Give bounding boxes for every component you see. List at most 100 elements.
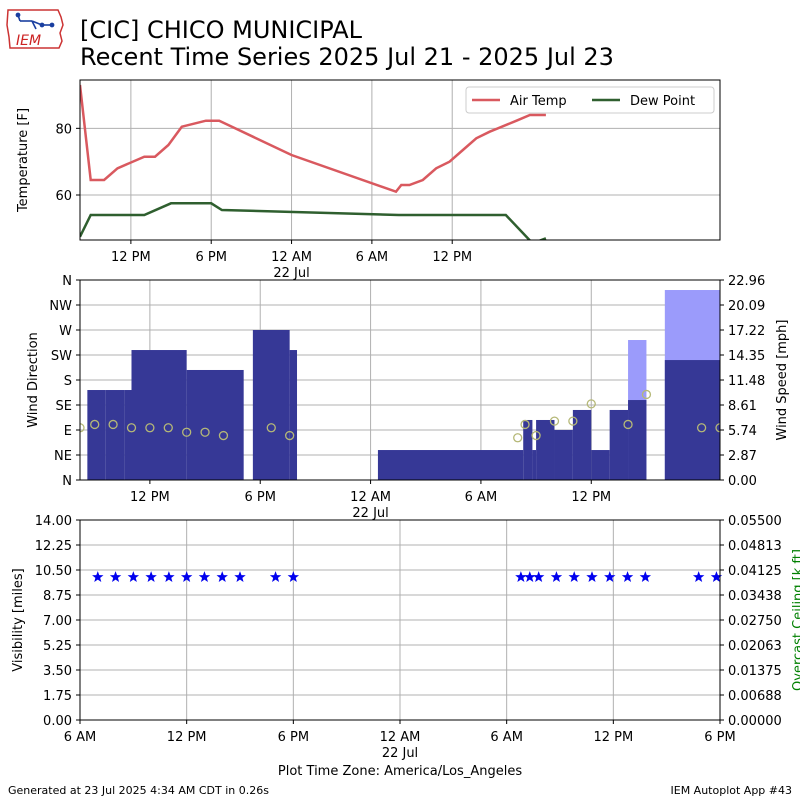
wind-direction-point xyxy=(586,399,596,409)
wind-speed-bar xyxy=(252,330,290,480)
visibility-point xyxy=(216,571,228,582)
wind-speed-bar xyxy=(289,350,298,480)
wind-direction-point xyxy=(163,423,173,433)
ceiling-tick-label: 0.00688 xyxy=(728,689,782,704)
dew-point-line xyxy=(80,202,547,240)
visibility-point xyxy=(524,571,536,582)
speed-tick-label: 14.35 xyxy=(728,349,765,364)
visibility-point xyxy=(515,571,527,582)
x-tick-label: 6 AM xyxy=(356,250,389,265)
iowa-state-outline-icon xyxy=(6,9,64,49)
x-tick-label: 6 PM xyxy=(704,730,735,745)
date-label: 22 Jul xyxy=(273,266,309,281)
speed-tick-label: 22.96 xyxy=(728,274,765,289)
chart-title: [CIC] CHICO MUNICIPAL xyxy=(80,16,362,44)
wind-speed-bar xyxy=(124,390,132,480)
wind-direction-point xyxy=(623,419,633,430)
visibility-point xyxy=(550,571,563,582)
wind-direction-point xyxy=(126,423,137,433)
temp-ylabel: Temperature [F] xyxy=(16,108,31,213)
direction-tick-label: NE xyxy=(54,449,72,464)
visibility-tick-label: 3.50 xyxy=(43,664,72,679)
visibility-point xyxy=(532,571,545,582)
wind-speed-ylabel: Wind Speed [mph] xyxy=(775,320,790,441)
wind-speed-bar xyxy=(377,450,524,480)
wind-direction-point xyxy=(285,430,295,441)
y-tick-label: 60 xyxy=(55,189,72,204)
wind-speed-bar xyxy=(536,419,555,480)
x-tick-label: 6 AM xyxy=(465,490,498,505)
wind-speed-bar xyxy=(572,409,592,480)
ceiling-tick-label: 0.02750 xyxy=(728,614,782,629)
visibility-tick-label: 10.50 xyxy=(35,564,72,579)
ceiling-tick-label: 0.01375 xyxy=(728,664,782,679)
date-label: 22 Jul xyxy=(382,746,418,761)
wind-direction-point xyxy=(531,430,541,441)
wind-direction-point xyxy=(513,433,523,443)
wind-direction-point xyxy=(200,427,210,437)
wind-direction-point xyxy=(549,416,560,426)
direction-tick-label: N xyxy=(62,474,72,489)
x-tick-label: 6 PM xyxy=(278,730,309,745)
ceiling-tick-label: 0.04125 xyxy=(728,564,782,579)
ceiling-ylabel: Overcast Ceiling [k ft] xyxy=(791,549,800,691)
temp-axes-frame xyxy=(79,79,721,241)
wind-speed-bar xyxy=(131,350,187,480)
visibility-point xyxy=(287,571,300,582)
visibility-tick-label: 7.00 xyxy=(43,614,72,629)
visibility-tick-label: 0.00 xyxy=(43,714,72,729)
direction-tick-label: W xyxy=(59,324,72,339)
legend-dew-point-label: Dew Point xyxy=(630,94,695,109)
visibility-point xyxy=(109,571,122,582)
direction-tick-label: E xyxy=(64,424,72,439)
visibility-tick-label: 1.75 xyxy=(43,689,72,704)
legend-air-temp-label: Air Temp xyxy=(510,94,567,109)
visibility-tick-label: 14.00 xyxy=(35,514,72,529)
wind-speed-bar xyxy=(609,409,629,480)
x-tick-label: 12 PM xyxy=(130,490,170,505)
wind-direction-point xyxy=(108,419,118,430)
x-tick-label: 6 AM xyxy=(64,730,97,745)
legend-box xyxy=(465,86,715,114)
temperature-panel: 12 PM 6 PM 12 AM 6 AM 12 PM 22 Jul 60 80 Tempera… xyxy=(16,79,721,281)
speed-tick-label: 17.22 xyxy=(728,324,765,339)
ceiling-tick-label: 0.02063 xyxy=(728,639,782,654)
x-tick-label: 6 PM xyxy=(244,490,275,505)
wind-direction-point xyxy=(715,423,720,433)
wind-speed-bar xyxy=(532,450,537,480)
visibility-point xyxy=(127,571,140,582)
x-tick-label: 12 PM xyxy=(571,490,611,505)
x-tick-label: 12 AM xyxy=(271,250,312,265)
wind-direction-point xyxy=(568,416,578,426)
wind-direction-point xyxy=(80,423,85,433)
visibility-ylabel: Visibility [miles] xyxy=(11,568,26,671)
y-tick-label: 80 xyxy=(55,122,72,137)
logo-text: IEM xyxy=(16,33,41,49)
wind-axes-frame xyxy=(79,279,721,481)
visibility-tick-label: 12.25 xyxy=(35,539,72,554)
x-tick-label: 12 PM xyxy=(111,250,151,265)
ceiling-tick-label: 0.03438 xyxy=(728,589,782,604)
date-label: 22 Jul xyxy=(352,506,388,521)
wind-direction-point xyxy=(520,419,530,430)
wind-speed-bar xyxy=(523,419,533,480)
wind-speed-bar xyxy=(664,360,720,480)
wind-speed-bar xyxy=(87,390,106,480)
wind-speed-bar xyxy=(591,450,610,480)
plot-timezone: Plot Time Zone: America/Los_Angeles xyxy=(277,764,523,779)
visibility-axes-frame xyxy=(79,519,721,721)
wind-direction-point xyxy=(218,430,229,441)
visibility-point xyxy=(710,571,723,582)
wind-speed-bar xyxy=(105,390,125,480)
visibility-point xyxy=(568,571,580,582)
visibility-point xyxy=(604,571,616,582)
visibility-point xyxy=(92,571,104,582)
x-tick-label: 12 AM xyxy=(380,730,421,745)
iem-logo: IEM xyxy=(6,9,64,49)
wind-direction-point xyxy=(266,423,276,433)
chart-subtitle: Recent Time Series 2025 Jul 21 - 2025 Ju… xyxy=(80,43,614,71)
visibility-point xyxy=(163,571,175,582)
x-tick-label: 12 PM xyxy=(432,250,472,265)
